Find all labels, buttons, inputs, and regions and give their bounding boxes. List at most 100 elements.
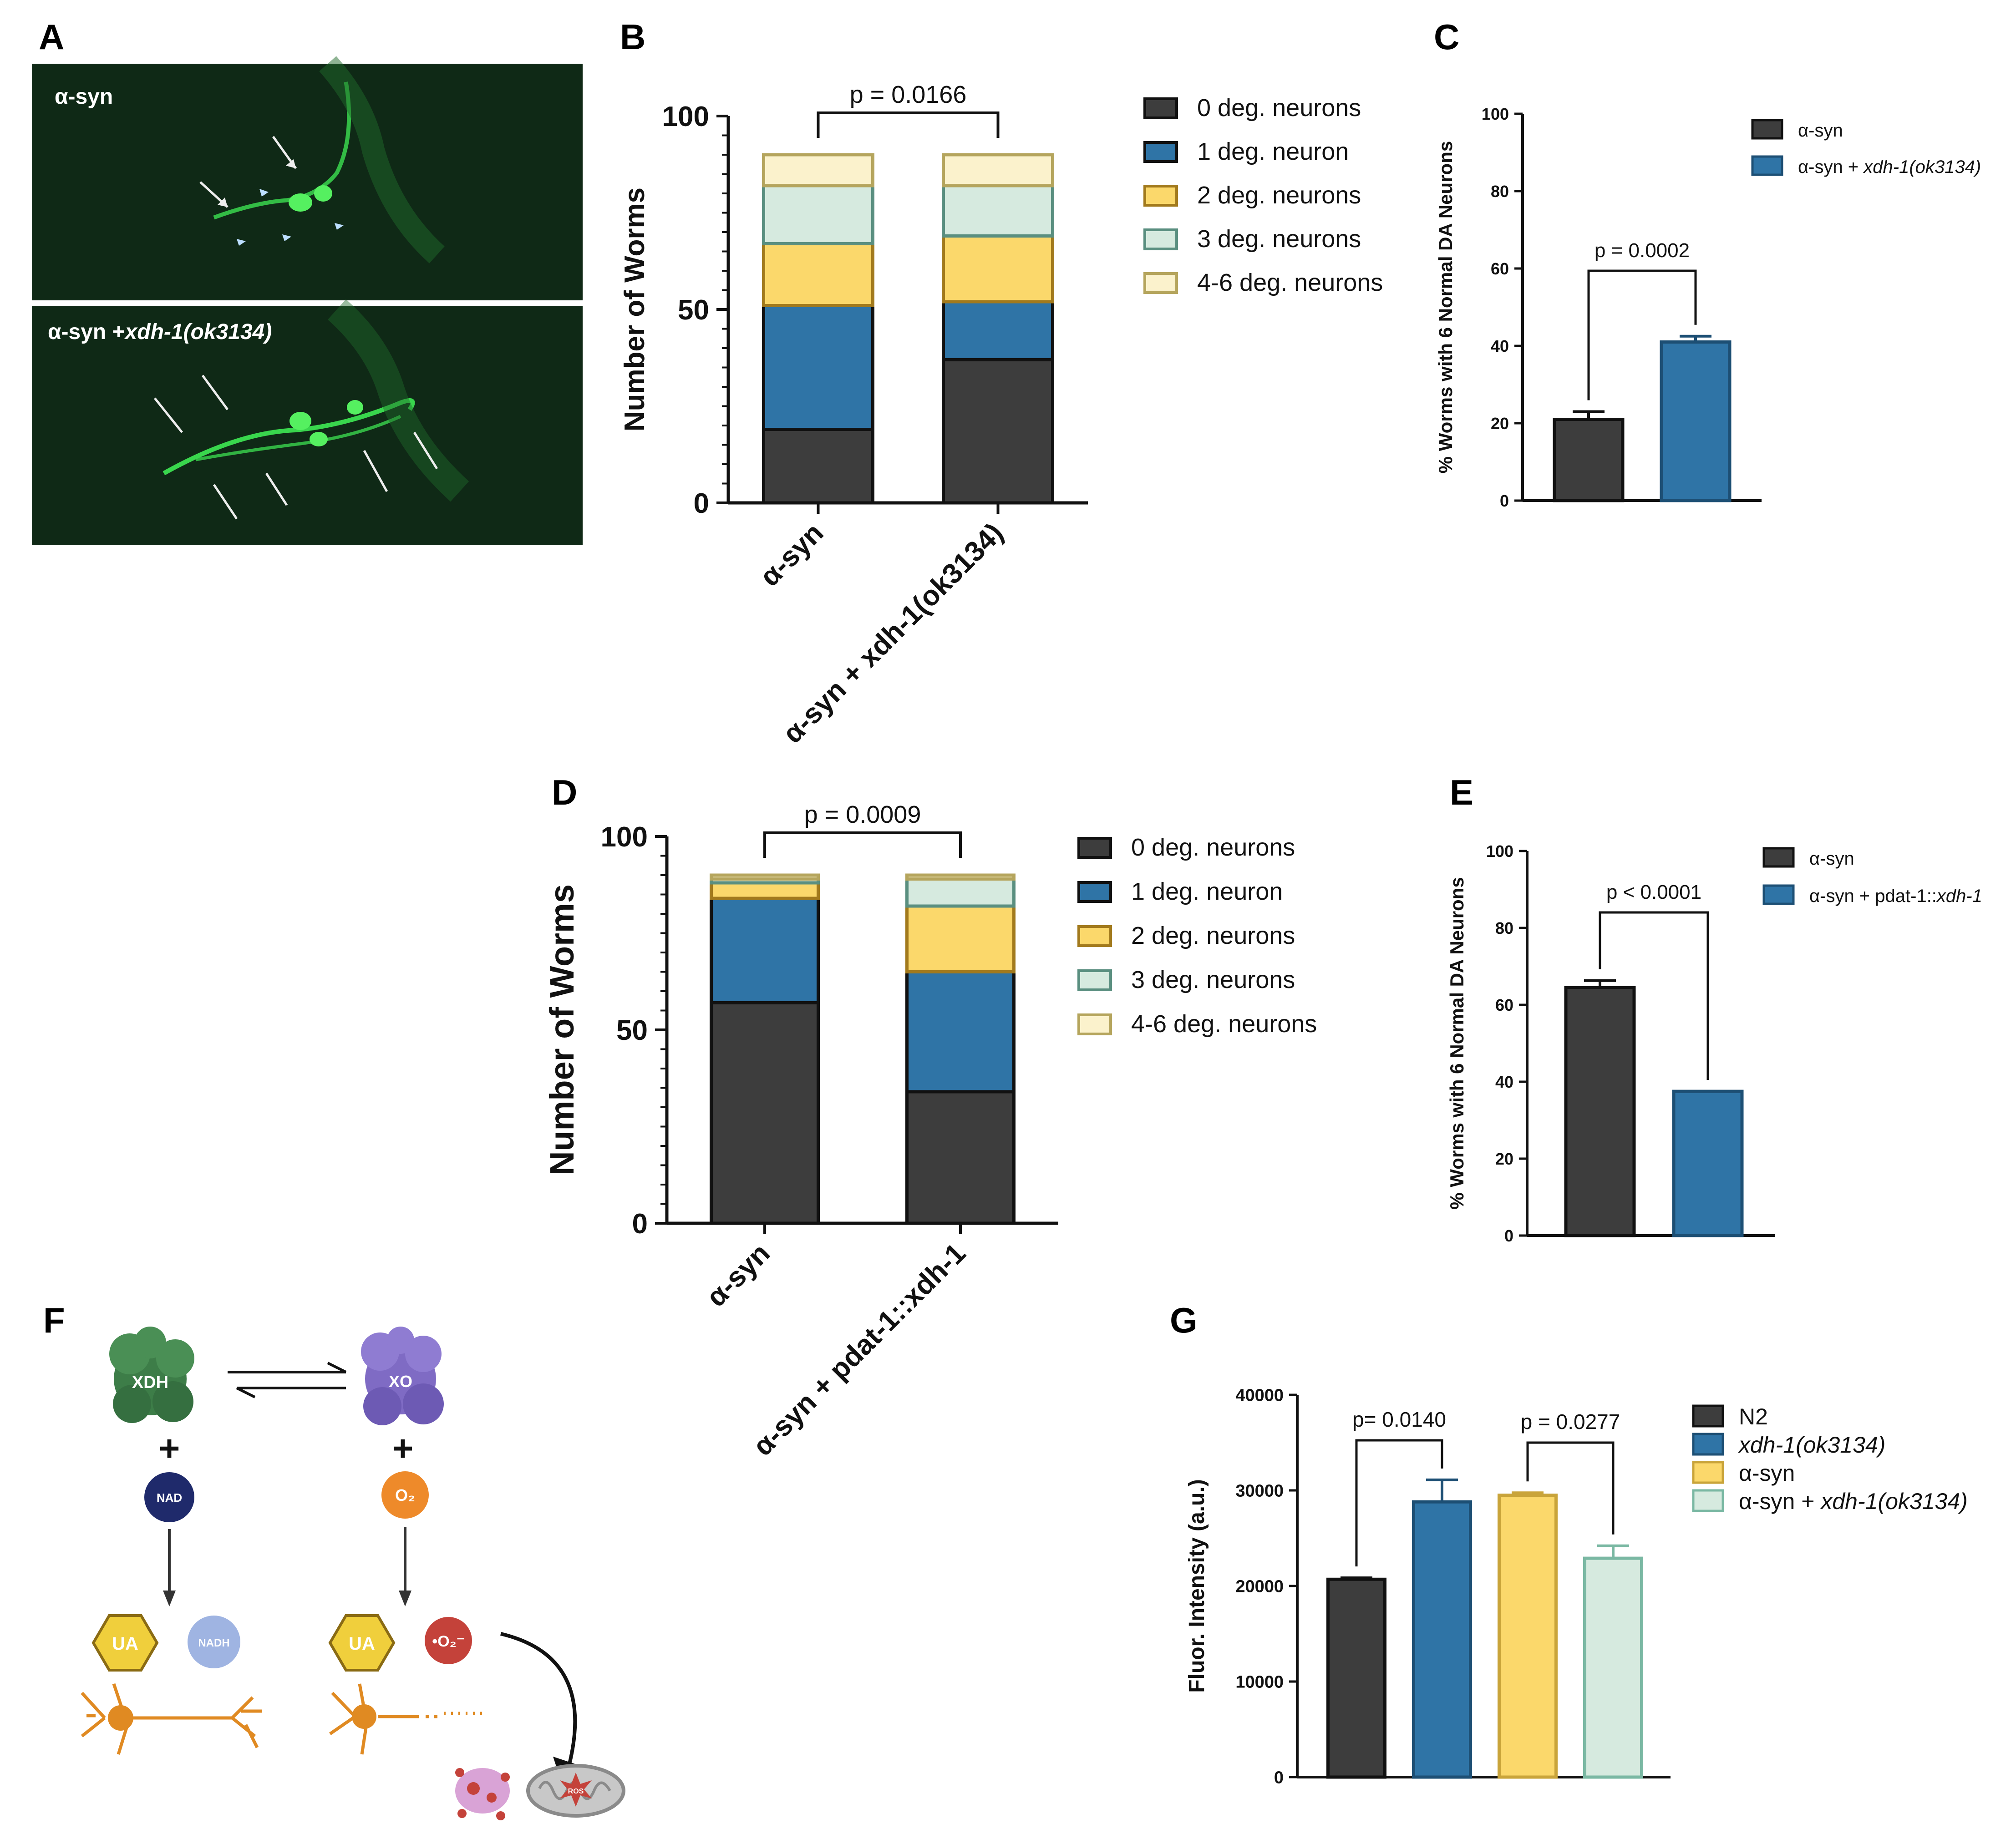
legend-label-g: α-syn [1739,1460,1795,1486]
legend-label-g-italic: xdh-1(ok3134) [1820,1489,1967,1514]
y-tick-label-d: 100 [601,821,648,853]
significance-bracket-c [1587,269,1697,400]
x-tick-label-b: α-syn [754,517,830,593]
arrowhead-down-right [399,1591,411,1606]
cell-body-bottom-1 [289,412,311,430]
y-tick-label-g: 30000 [1235,1482,1284,1501]
legend-label-e-plain: α-syn + pdat-1:: [1809,886,1937,906]
micrograph-top-label: α-syn [55,85,113,109]
legend-swatch-g [1692,1461,1724,1484]
arrow-bottom-6 [413,431,438,470]
legend-label-b: 0 deg. neurons [1197,94,1361,122]
bar-e [1672,1089,1744,1237]
bar-segment-d [710,873,820,881]
bar-segment-b [762,184,874,245]
bar-segment-b [762,153,874,187]
panel-f-schematic: XDH XO + + NAD O₂ [81,1327,625,1820]
curved-arrow [500,1632,577,1766]
superoxide-circle [425,1617,472,1664]
y-axis-label-c: % Worms with 6 Normal DA Neurons [1435,141,1456,473]
y-tick-label-g: 20000 [1235,1577,1284,1596]
bar-segment-d [710,1001,820,1225]
legend-swatch-d [1077,925,1112,947]
superoxide-label: •O₂⁻ [432,1633,464,1650]
legend-label-c: α-syn [1798,121,1843,141]
arrow-bottom-5 [363,450,388,492]
panel-letter-a: A [39,17,64,57]
legend-label-d: 4-6 deg. neurons [1131,1010,1317,1038]
panel-a: A α-syn [32,17,583,545]
arrowhead-top-2 [286,159,296,168]
panel-letter-f: F [43,1300,65,1340]
y-tick-label-c: 100 [1482,105,1509,123]
micrograph-bottom: α-syn +xdh-1(ok3134) [32,299,583,545]
legend-swatch-e [1762,884,1795,905]
bar-g [1412,1500,1472,1779]
legend-label-b: 3 deg. neurons [1197,225,1361,253]
legend-label-e-italic: xdh-1 [1936,886,1982,906]
legend-swatch-e [1762,847,1795,868]
nad-label: NAD [157,1491,182,1505]
bar-segment-d [905,873,1016,881]
bar-segment-d [710,881,820,900]
y-tick-label-c: 20 [1491,414,1509,433]
legend-swatch-g [1692,1433,1724,1456]
bar-segment-b [942,184,1054,238]
legend-swatch-d [1077,837,1112,859]
p-value-b: p = 0.0166 [850,81,967,108]
y-tick-label-c: 60 [1491,259,1509,278]
legend-label-d: 3 deg. neurons [1131,966,1295,993]
legend-label-d: 0 deg. neurons [1131,834,1295,861]
legend-label-b: 4-6 deg. neurons [1197,269,1383,296]
legend-swatch-d [1077,1013,1112,1035]
panel-letter-e: E [1450,772,1473,812]
plus-right: + [392,1428,414,1469]
significance-bracket-d [763,831,962,858]
nadh-label: NADH [198,1637,229,1649]
bar-segment-b [762,304,874,431]
legend-label-b: 2 deg. neurons [1197,182,1361,209]
aggregate-icon [455,1768,510,1820]
chart-e-bar: 0 20 40 60 80 100 % Worms with 6 Normal DA Neu… [1446,842,1982,1245]
bar-segment-d [905,904,1016,973]
equilibrium-arrows-icon [228,1362,347,1398]
y-tick-label-d: 0 [632,1208,648,1240]
significance-bracket-g [1355,1439,1443,1567]
chart-c-bar: 0 20 40 60 80 100 % Worms with 6 Normal DA Neu… [1435,105,1981,510]
bar-segment-d [710,897,820,1004]
p-value-g: p= 0.0140 [1352,1408,1446,1431]
y-tick-label-e: 100 [1486,842,1513,861]
y-tick-label-c: 0 [1500,491,1509,510]
y-tick-label-d: 50 [616,1015,648,1046]
neuron-process-bottom-1 [162,398,415,476]
o2-circle [381,1471,429,1519]
panel-letter-g: G [1170,1300,1198,1340]
bar-segment-b [762,428,874,505]
bar-c [1553,418,1625,502]
y-axis-label-b: Number of Worms [619,187,650,431]
bar-g [1583,1556,1643,1779]
cell-body-bottom-3 [347,400,363,415]
cell-body-top-1 [289,193,312,212]
y-tick-label-b: 0 [694,488,709,519]
y-tick-label-b: 50 [678,294,709,326]
panel-letter-d: D [552,772,577,812]
legend-swatch-c [1751,119,1783,140]
bar-segment-b [942,153,1054,187]
bar-segment-b [762,242,874,307]
mitochondrion-icon: ROS [526,1764,625,1818]
y-axis-label-g: Fluor. Intensity (a.u.) [1185,1479,1209,1692]
arrowhead-marker-3 [282,234,291,241]
legend-label-d: 2 deg. neurons [1131,922,1295,949]
ua-label-left: UA [112,1634,138,1654]
chart-g-bar: 0 10000 20000 30000 40000 Fluor. Intensity (a… [1185,1386,1968,1788]
bar-segment-b [942,234,1054,304]
cell-body-bottom-2 [310,432,328,446]
bar-e [1564,986,1636,1237]
arrowhead-marker-1 [259,189,269,197]
y-tick-label-g: 10000 [1235,1673,1284,1692]
legend-label-g: N2 [1739,1404,1768,1429]
